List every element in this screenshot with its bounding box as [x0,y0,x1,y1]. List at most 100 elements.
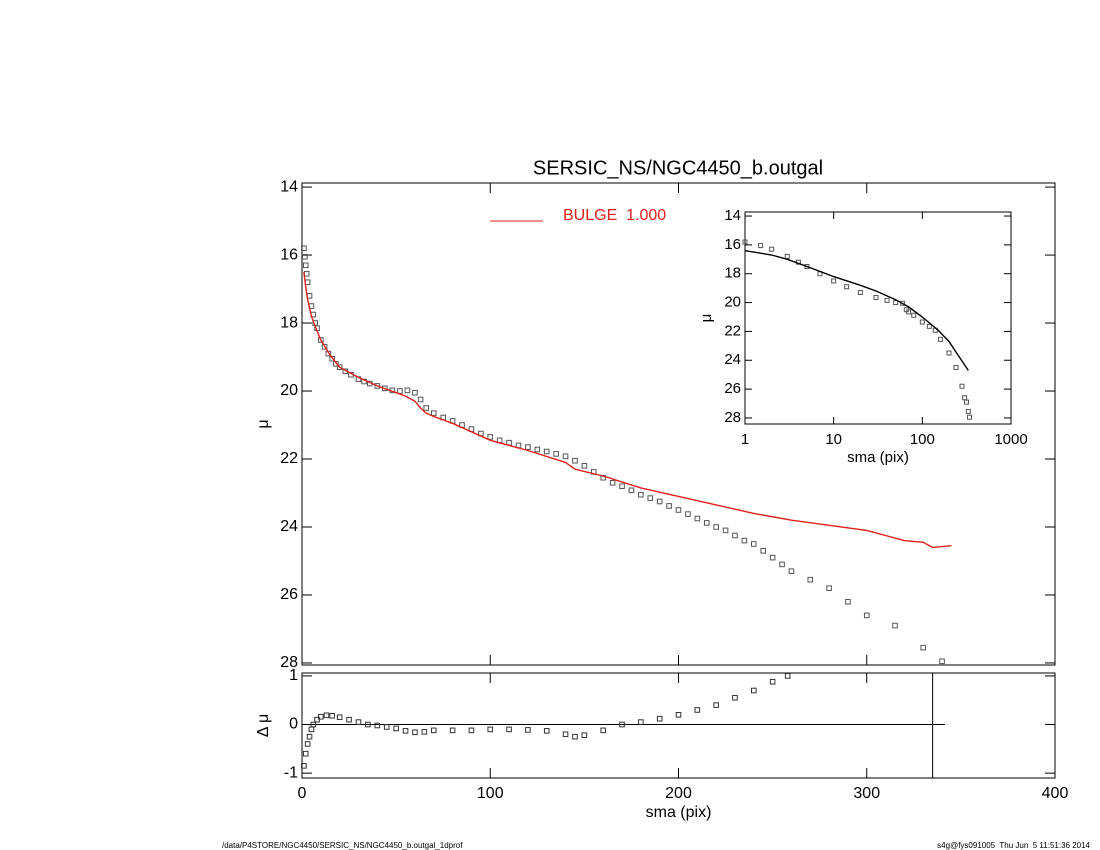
data-point [572,457,578,464]
data-point [964,399,970,405]
data-point [374,722,381,729]
x-tick-label: 10 [825,431,842,448]
data-point [383,724,390,730]
data-point [919,319,925,325]
data-point [600,727,607,734]
y-tick-label: 28 [724,409,741,426]
data-point [965,408,971,414]
data-point [784,253,790,259]
data-point [581,463,588,469]
data-point [962,395,968,401]
data-point [926,323,932,329]
y-tick-label: 16 [724,236,741,253]
y-axis-label: μ [255,419,272,428]
data-point [365,721,371,728]
data-point [892,622,898,629]
data-point [421,729,428,735]
data-point [959,383,965,389]
x-tick-label: 100 [477,785,504,802]
data-point [884,297,890,303]
data-point [310,721,317,728]
data-point [741,537,748,544]
data-point [857,289,863,295]
data-point [397,388,403,394]
data-point [423,405,430,411]
y-tick-label: 26 [724,380,741,397]
data-point [417,396,424,403]
y-tick-label: 18 [724,265,741,282]
x-tick-label: 400 [1042,785,1069,802]
data-point [355,719,362,725]
data-point [769,678,776,685]
data-point [581,732,588,739]
data-point [336,364,343,371]
data-point [807,576,814,583]
data-point [769,554,776,561]
x-tick-label: 1 [741,431,749,448]
data-point [412,389,418,396]
data-point [301,763,307,769]
y-tick-label: 0 [289,716,298,733]
data-point [553,451,559,457]
data-point [732,532,738,539]
x-tick-label: 0 [298,785,307,802]
data-point [769,246,775,252]
y-tick-label: 26 [280,586,298,603]
data-point [675,507,682,513]
x-axis-label: sma (pix) [847,449,909,466]
data-point [647,495,654,501]
data-point [430,410,437,416]
footer-path: /data/P4STORE/NGC4450/SERSIC_NS/NGC4450_… [222,841,463,850]
data-point [779,561,785,568]
data-point [911,312,917,318]
data-point [323,712,330,719]
data-point [694,707,701,713]
data-point [468,727,475,734]
data-point [412,729,418,736]
y-tick-label: 18 [280,314,298,331]
data-point [487,726,494,733]
data-point [619,721,625,728]
data-point [314,716,320,723]
data-point [703,520,710,526]
data-point [525,444,531,450]
y-tick-label: 22 [724,322,741,339]
data-point [939,658,945,665]
x-tick-label: 200 [665,785,692,802]
data-point [966,414,972,420]
plot-frame [744,211,1012,425]
data-point [863,612,870,619]
footer-stamp: s4g@fys091005 Thu Jun 5 11:51:36 2014 [937,841,1090,850]
data-point [393,725,399,732]
y-tick-label: 1 [289,667,298,684]
data-point [430,727,437,734]
data-point [937,336,943,342]
data-point [628,487,635,494]
data-point [845,598,851,605]
data-point [562,731,569,738]
data-point [831,278,837,284]
data-point [302,750,309,757]
data-point [346,716,352,723]
data-point [318,713,324,720]
data-point [758,243,764,249]
data-point [308,726,315,733]
data-point [638,719,644,725]
data-point [685,511,691,517]
data-point [713,524,719,530]
data-point [374,383,381,389]
data-point [572,733,578,740]
x-tick-label: 300 [853,785,880,802]
data-point [562,453,569,460]
data-point [751,687,757,694]
y-tick-label: 22 [280,450,298,467]
chart-title: SERSIC_NS/NGC4450_b.outgal [533,157,823,179]
data-point [318,337,324,343]
legend-label: BULGE 1.000 [563,207,666,224]
x-tick-label: 1000 [994,431,1027,448]
data-point [826,585,832,591]
data-point [321,344,328,350]
data-point [784,673,791,679]
y-tick-label: -1 [284,764,298,781]
data-point [449,727,456,734]
